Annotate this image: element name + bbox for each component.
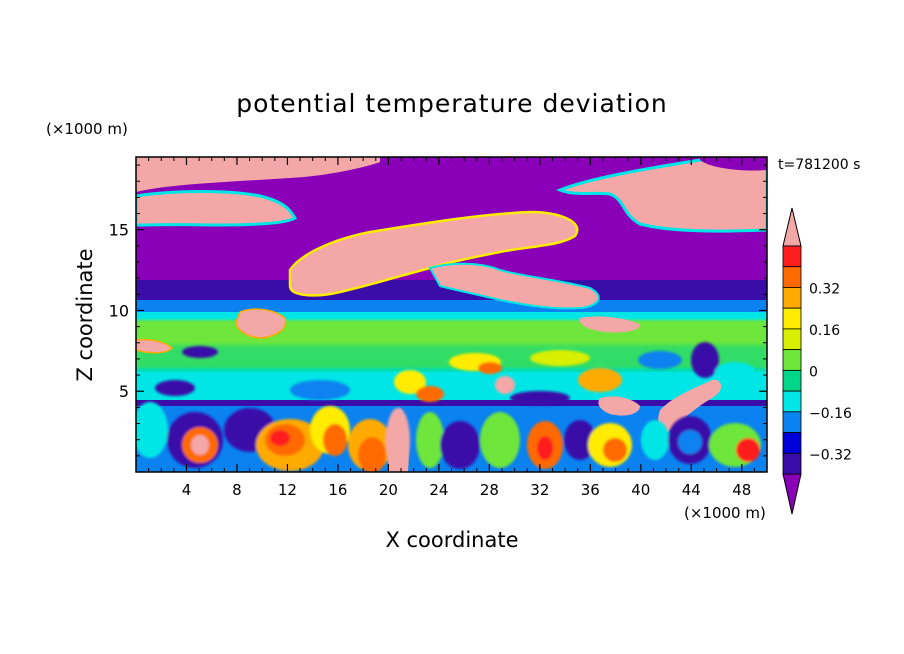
chart-title: potential temperature deviation <box>236 89 667 118</box>
y-unit-label: (×1000 m) <box>46 120 128 138</box>
x-tick-label: 40 <box>631 481 650 499</box>
colorbar: 0.32 0.16 0 −0.16 −0.32 <box>782 207 852 515</box>
colorbar-tick-label: 0.16 <box>809 323 840 339</box>
x-tick-label: 12 <box>278 481 297 499</box>
colorbar-swatch <box>782 349 802 371</box>
colorbar-min-arrow <box>782 473 802 515</box>
colorbar-swatch <box>782 390 802 413</box>
colorbar-tick-label: −0.16 <box>809 406 852 422</box>
colorbar-swatch <box>782 266 802 288</box>
x-tick-label: 48 <box>732 481 751 499</box>
x-tick-label: 24 <box>429 481 448 499</box>
time-label: t=781200 s <box>778 157 860 173</box>
colorbar-swatch <box>782 411 802 433</box>
inversion-strip <box>136 400 767 408</box>
colorbar-swatch <box>782 245 802 268</box>
x-tick-label: 44 <box>682 481 701 499</box>
y-tick-label: 10 <box>109 301 129 320</box>
colorbar-swatch <box>782 369 802 392</box>
x-axis: 4 8 12 16 20 24 28 32 36 40 44 48 <box>148 157 755 499</box>
mid-level-features <box>155 342 755 405</box>
x-tick-label: 16 <box>328 481 347 499</box>
x-tick-label: 36 <box>581 481 600 499</box>
x-tick-label: 20 <box>379 481 398 499</box>
x-unit-label: (×1000 m) <box>684 504 766 522</box>
colorbar-swatch <box>782 452 802 475</box>
x-tick-label: 32 <box>530 481 549 499</box>
warm-plume <box>388 408 409 472</box>
colorbar-tick-label: 0.32 <box>809 281 840 297</box>
cold-band-blue <box>136 300 767 314</box>
x-tick-label: 8 <box>232 481 242 499</box>
x-tick-label: 4 <box>182 481 192 499</box>
colorbar-tick-label: −0.32 <box>809 447 852 463</box>
warm-regions-upper <box>136 157 767 354</box>
y-axis-label: Z coordinate <box>73 248 97 381</box>
y-tick-label: 15 <box>109 221 129 240</box>
colorbar-swatch <box>782 328 802 351</box>
lower-layer-cyan <box>136 372 767 404</box>
colorbar-swatch <box>782 307 802 330</box>
cold-band-cyan <box>136 312 767 322</box>
x-tick-label: 28 <box>480 481 499 499</box>
colorbar-max-arrow <box>782 207 802 247</box>
warm-cell-right <box>657 379 722 434</box>
y-tick-label: 5 <box>119 382 129 401</box>
x-axis-label: X coordinate <box>385 528 518 552</box>
colorbar-swatch <box>782 287 802 309</box>
colorbar-tick-label: 0 <box>809 364 818 380</box>
warm-cell-mid <box>598 396 640 416</box>
plot-area <box>136 157 767 472</box>
y-axis: 5 10 15 <box>109 164 767 457</box>
colorbar-swatch <box>782 432 802 454</box>
